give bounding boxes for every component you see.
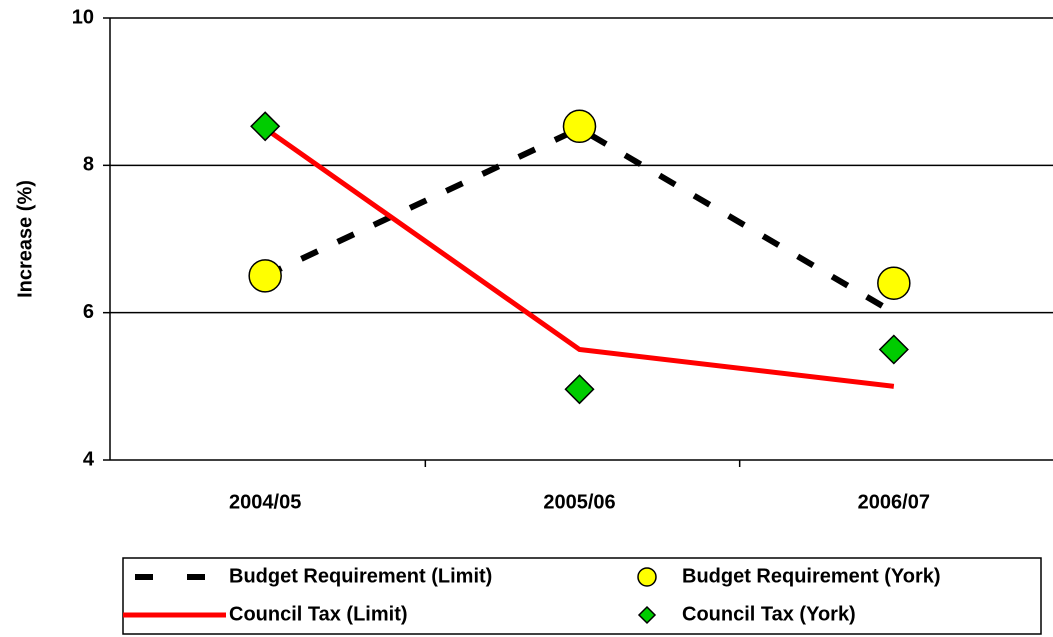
y-tick-label: 4 (83, 448, 95, 470)
legend-label: Council Tax (York) (682, 603, 856, 625)
legend-swatch (637, 605, 657, 625)
data-point (248, 259, 282, 293)
y-tick-label: 10 (72, 6, 94, 28)
legend-label: Budget Requirement (Limit) (229, 565, 492, 587)
legend-swatch (637, 567, 657, 587)
x-tick-label: 2005/06 (543, 491, 615, 513)
legend-label: Council Tax (Limit) (229, 603, 408, 625)
data-point (562, 109, 597, 144)
data-point (250, 111, 281, 142)
legend-label: Budget Requirement (York) (682, 565, 941, 587)
y-tick-label: 8 (83, 154, 94, 176)
series-line (263, 125, 896, 316)
series-line (263, 126, 895, 389)
x-tick-label: 2004/05 (229, 491, 301, 513)
y-axis-label: Increase (%) (14, 180, 36, 298)
data-point (877, 266, 911, 300)
x-tick-label: 2006/07 (858, 491, 930, 513)
y-tick-label: 6 (83, 301, 94, 323)
data-point (564, 374, 595, 405)
data-point (878, 334, 909, 365)
legend-box (122, 557, 1042, 635)
